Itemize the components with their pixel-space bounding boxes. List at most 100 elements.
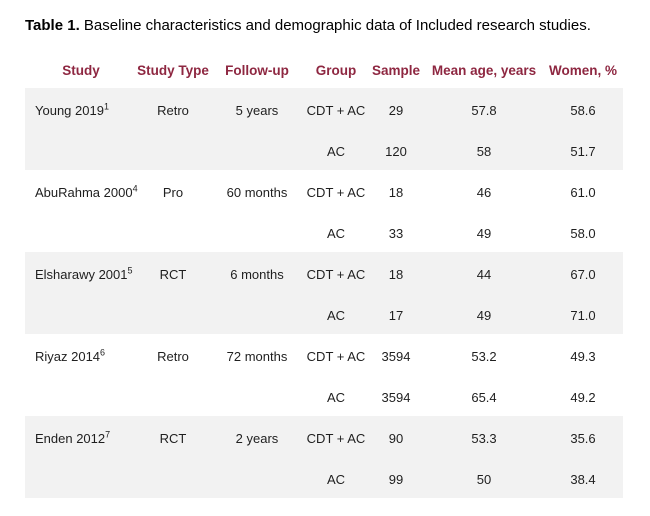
empty-cell xyxy=(209,457,305,498)
empty-cell xyxy=(209,375,305,416)
sample-cell: 18 xyxy=(388,185,404,200)
group-cell: AC xyxy=(326,390,346,405)
study-type-cell: RCT xyxy=(137,416,209,457)
women-cell: 38.4 xyxy=(543,457,623,498)
sample-cell: 120 xyxy=(367,129,425,170)
sample-cell: 17 xyxy=(367,293,425,334)
follow-up-cell: 2 years xyxy=(209,416,305,457)
group-cell: AC xyxy=(305,457,367,498)
group-cell: CDT + AC xyxy=(306,349,366,364)
follow-up-cell: 6 months xyxy=(209,252,305,293)
table-caption-label: Table 1. xyxy=(25,17,80,34)
reference-superscript: 6 xyxy=(100,347,106,358)
study-cell: Elsharawy 20015 xyxy=(25,252,137,293)
empty-cell xyxy=(25,129,137,170)
table-row: AC 33 49 58.0 xyxy=(25,211,623,252)
empty-cell xyxy=(25,211,137,252)
study-cell: Young 20191 xyxy=(25,88,137,129)
col-header-group: Group xyxy=(315,63,357,78)
empty-cell xyxy=(137,375,209,416)
table-row: AC 120 58 51.7 xyxy=(25,129,623,170)
reference-superscript: 1 xyxy=(103,101,109,112)
empty-cell xyxy=(25,293,137,334)
follow-up-cell: 72 months xyxy=(226,349,288,364)
women-cell: 58.6 xyxy=(543,88,623,129)
sample-cell: 3594 xyxy=(381,390,411,405)
col-header-follow-up: Follow-up xyxy=(225,63,289,78)
empty-cell xyxy=(137,129,209,170)
table-caption: Table 1. Baseline characteristics and de… xyxy=(25,16,623,36)
table-row: Young 20191 Retro 5 years CDT + AC 29 57… xyxy=(25,88,623,129)
empty-cell xyxy=(209,129,305,170)
follow-up-cell: 60 months xyxy=(226,185,288,200)
study-name: Young 2019 xyxy=(35,103,104,118)
group-cell: AC xyxy=(305,293,367,334)
mean-age-cell: 49 xyxy=(476,226,492,241)
table-row: Elsharawy 20015 RCT 6 months CDT + AC 18… xyxy=(25,252,623,293)
women-cell: 35.6 xyxy=(543,416,623,457)
study-cell: Enden 20127 xyxy=(25,416,137,457)
table-caption-text: Baseline characteristics and demographic… xyxy=(79,17,591,34)
mean-age-cell: 58 xyxy=(425,129,543,170)
reference-superscript: 4 xyxy=(132,183,138,194)
sample-cell: 99 xyxy=(367,457,425,498)
study-name: AbuRahma 2000 xyxy=(35,185,133,200)
mean-age-cell: 50 xyxy=(425,457,543,498)
empty-cell xyxy=(209,211,305,252)
col-header-women: Women, % xyxy=(548,63,617,78)
group-cell: CDT + AC xyxy=(306,185,366,200)
reference-superscript: 5 xyxy=(127,265,133,276)
table-row: Riyaz 20146 Retro 72 months CDT + AC 359… xyxy=(25,334,623,375)
mean-age-cell: 57.8 xyxy=(425,88,543,129)
women-cell: 58.0 xyxy=(570,226,596,241)
women-cell: 49.3 xyxy=(570,349,596,364)
sample-cell: 18 xyxy=(367,252,425,293)
women-cell: 67.0 xyxy=(543,252,623,293)
col-header-mean-age: Mean age, years xyxy=(431,63,537,78)
col-header-study: Study xyxy=(62,63,100,78)
header-row: Study Study Type Follow-up Group Sample … xyxy=(25,52,623,88)
group-cell: AC xyxy=(326,226,346,241)
reference-superscript: 7 xyxy=(105,429,111,440)
study-type-cell: Retro xyxy=(157,349,189,364)
document-page: Table 1. Baseline characteristics and de… xyxy=(25,16,623,498)
study-cell: AbuRahma 20004 xyxy=(25,170,138,211)
empty-cell xyxy=(137,211,209,252)
table-row: AC 99 50 38.4 xyxy=(25,457,623,498)
study-name: Enden 2012 xyxy=(35,431,106,446)
women-cell: 61.0 xyxy=(570,185,596,200)
empty-cell xyxy=(209,293,305,334)
group-cell: CDT + AC xyxy=(305,416,367,457)
follow-up-cell: 5 years xyxy=(209,88,305,129)
table-row: Enden 20127 RCT 2 years CDT + AC 90 53.3… xyxy=(25,416,623,457)
study-type-cell: Retro xyxy=(137,88,209,129)
group-cell: AC xyxy=(305,129,367,170)
mean-age-cell: 46 xyxy=(476,185,492,200)
table-row: AC 17 49 71.0 xyxy=(25,293,623,334)
empty-cell xyxy=(137,457,209,498)
mean-age-cell: 44 xyxy=(425,252,543,293)
sample-cell: 29 xyxy=(367,88,425,129)
study-name: Elsharawy 2001 xyxy=(35,267,128,282)
group-cell: CDT + AC xyxy=(305,252,367,293)
sample-cell: 90 xyxy=(367,416,425,457)
sample-cell: 33 xyxy=(388,226,404,241)
empty-cell xyxy=(137,293,209,334)
table-row: AbuRahma 20004 Pro 60 months CDT + AC 18… xyxy=(25,170,623,211)
mean-age-cell: 49 xyxy=(425,293,543,334)
women-cell: 49.2 xyxy=(570,390,596,405)
study-type-cell: Pro xyxy=(162,185,184,200)
group-cell: CDT + AC xyxy=(305,88,367,129)
table-row: AC 3594 65.4 49.2 xyxy=(25,375,623,416)
empty-cell xyxy=(25,375,137,416)
col-header-study-type: Study Type xyxy=(137,63,209,78)
empty-cell xyxy=(25,457,137,498)
col-header-sample: Sample xyxy=(371,63,421,78)
study-name: Riyaz 2014 xyxy=(35,349,101,364)
mean-age-cell: 53.2 xyxy=(471,349,497,364)
sample-cell: 3594 xyxy=(381,349,411,364)
baseline-characteristics-table: Study Study Type Follow-up Group Sample … xyxy=(25,52,623,498)
women-cell: 51.7 xyxy=(543,129,623,170)
study-type-cell: RCT xyxy=(137,252,209,293)
women-cell: 71.0 xyxy=(543,293,623,334)
